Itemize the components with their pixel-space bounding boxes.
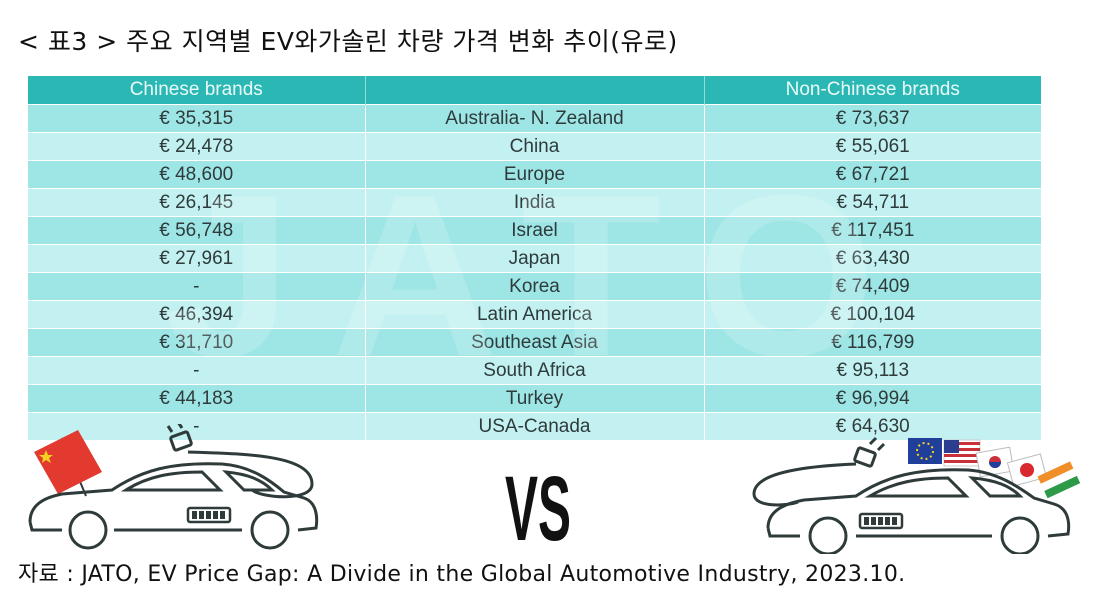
cell-chinese-price: - bbox=[28, 412, 366, 440]
usa-flag-icon bbox=[943, 439, 981, 467]
table-row: € 46,394 Latin America € 100,104 bbox=[28, 300, 1041, 329]
table-row: € 56,748 Israel € 117,451 bbox=[28, 216, 1041, 245]
battery-icon bbox=[858, 512, 904, 530]
cell-non-chinese-price: € 116,799 bbox=[704, 328, 1041, 357]
cell-chinese-price: - bbox=[28, 272, 366, 301]
cell-region: South Africa bbox=[365, 356, 705, 385]
table-row: € 26,145 India € 54,711 bbox=[28, 188, 1041, 217]
table-row: € 44,183 Turkey € 96,994 bbox=[28, 384, 1041, 413]
cell-chinese-price: - bbox=[28, 356, 366, 385]
table-header-row: Chinese brands Non-Chinese brands bbox=[28, 76, 1041, 105]
cell-non-chinese-price: € 64,630 bbox=[704, 412, 1041, 440]
cell-chinese-price: € 35,315 bbox=[28, 104, 366, 133]
price-comparison-table: Chinese brands Non-Chinese brands € 35,3… bbox=[28, 76, 1041, 440]
cell-region: Korea bbox=[365, 272, 705, 301]
cell-non-chinese-price: € 100,104 bbox=[704, 300, 1041, 329]
non-chinese-car-illustration bbox=[752, 436, 1081, 554]
page-title: < 표3 > 주요 지역별 EV와가솔린 차량 가격 변화 추이(유로) bbox=[18, 27, 678, 56]
ev-plug-icon bbox=[752, 436, 886, 507]
cell-chinese-price: € 56,748 bbox=[28, 216, 366, 245]
table-row: € 24,478 China € 55,061 bbox=[28, 132, 1041, 161]
cell-chinese-price: € 31,710 bbox=[28, 328, 366, 357]
car-outline-icon bbox=[28, 462, 319, 550]
cell-non-chinese-price: € 117,451 bbox=[704, 216, 1041, 245]
source-note: 자료 : JATO, EV Price Gap: A Divide in the… bbox=[18, 562, 906, 587]
header-non-chinese-brands: Non-Chinese brands bbox=[704, 76, 1041, 105]
table-row: € 27,961 Japan € 63,430 bbox=[28, 244, 1041, 273]
car-outline-icon bbox=[766, 468, 1071, 554]
cell-chinese-price: € 46,394 bbox=[28, 300, 366, 329]
cell-chinese-price: € 44,183 bbox=[28, 384, 366, 413]
cell-region: USA-Canada bbox=[365, 412, 705, 440]
ev-plug-icon bbox=[166, 424, 314, 499]
table-row: - South Africa € 95,113 bbox=[28, 356, 1041, 385]
cell-region: Japan bbox=[365, 244, 705, 273]
cell-chinese-price: € 26,145 bbox=[28, 188, 366, 217]
cell-region: Europe bbox=[365, 160, 705, 189]
india-flag-icon bbox=[1037, 461, 1081, 499]
japan-flag-icon bbox=[1006, 453, 1048, 487]
eu-flag-icon bbox=[908, 438, 942, 464]
cell-region: Israel bbox=[365, 216, 705, 245]
cell-chinese-price: € 48,600 bbox=[28, 160, 366, 189]
cell-non-chinese-price: € 96,994 bbox=[704, 384, 1041, 413]
table-row: - USA-Canada € 64,630 bbox=[28, 412, 1041, 440]
cell-non-chinese-price: € 63,430 bbox=[704, 244, 1041, 273]
header-region bbox=[365, 76, 705, 105]
table-row: € 35,315 Australia- N. Zealand € 73,637 bbox=[28, 104, 1041, 133]
cell-non-chinese-price: € 54,711 bbox=[704, 188, 1041, 217]
table-row: € 31,710 Southeast Asia € 116,799 bbox=[28, 328, 1041, 357]
cell-region: Latin America bbox=[365, 300, 705, 329]
cell-non-chinese-price: € 73,637 bbox=[704, 104, 1041, 133]
cell-region: India bbox=[365, 188, 705, 217]
cell-non-chinese-price: € 95,113 bbox=[704, 356, 1041, 385]
table-row: - Korea € 74,409 bbox=[28, 272, 1041, 301]
cell-region: Turkey bbox=[365, 384, 705, 413]
header-chinese-brands: Chinese brands bbox=[28, 76, 366, 105]
cell-non-chinese-price: € 55,061 bbox=[704, 132, 1041, 161]
cell-region: China bbox=[365, 132, 705, 161]
chinese-car-illustration bbox=[28, 424, 319, 550]
cell-region: Australia- N. Zealand bbox=[365, 104, 705, 133]
table-row: € 48,600 Europe € 67,721 bbox=[28, 160, 1041, 189]
cell-non-chinese-price: € 67,721 bbox=[704, 160, 1041, 189]
cell-chinese-price: € 27,961 bbox=[28, 244, 366, 273]
battery-icon bbox=[186, 506, 232, 524]
cell-non-chinese-price: € 74,409 bbox=[704, 272, 1041, 301]
vs-label: VS bbox=[505, 458, 571, 546]
china-flag-icon bbox=[34, 430, 102, 497]
cell-region: Southeast Asia bbox=[365, 328, 705, 357]
cell-chinese-price: € 24,478 bbox=[28, 132, 366, 161]
vs-graphic: VS bbox=[505, 458, 571, 546]
korea-flag-icon bbox=[975, 446, 1015, 478]
